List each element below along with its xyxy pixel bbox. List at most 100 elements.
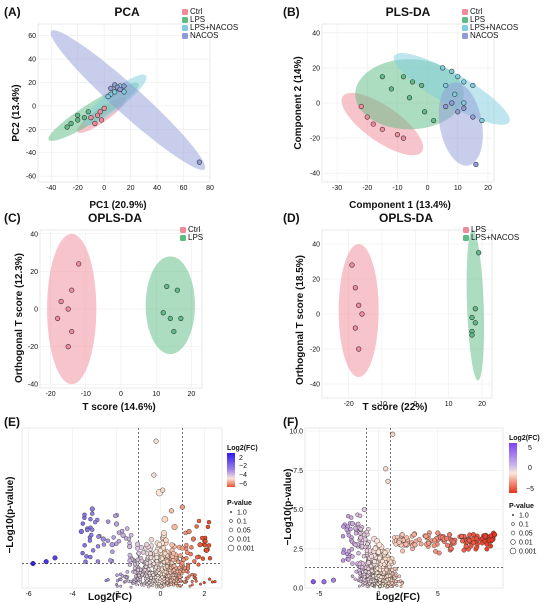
pca-legend-label: LPS — [190, 15, 205, 24]
volcano-e-point — [115, 573, 119, 577]
pca-ytick-label: -60 — [26, 174, 36, 181]
volcano-e-point — [136, 550, 142, 556]
volcano-f-point — [368, 564, 374, 569]
oplsda-c-ellipse — [47, 233, 97, 385]
volcano-f-point — [412, 542, 418, 548]
oplsda-d-ytick-label: -20 — [310, 347, 320, 354]
volcano-f-point — [361, 507, 367, 513]
pca-ytick-label: 20 — [28, 80, 36, 87]
volcano-e-point — [151, 472, 157, 478]
plsda-legend-label: LPS+NACOS — [470, 23, 518, 32]
plsda-point — [358, 103, 364, 110]
oplsda-c-ellipse — [145, 256, 195, 355]
volcano-f-ytick-label: 0.0 — [293, 586, 303, 593]
pca-point — [81, 115, 87, 121]
volcano-f-plot-area — [304, 427, 504, 589]
volcano-f-point — [448, 545, 454, 551]
volcano-f-point — [356, 521, 361, 527]
volcano-e-point — [115, 584, 119, 588]
pca-point — [196, 159, 203, 165]
volcano-e-point — [148, 551, 153, 556]
volcano-e-point — [186, 529, 192, 535]
volcano-f-point — [482, 533, 488, 539]
pca-xtick-label: -20 — [73, 185, 83, 192]
panel-label-d: (D) — [283, 211, 300, 225]
volcano-e-point — [144, 541, 150, 547]
volcano-f-point — [372, 545, 378, 552]
volcano-e-point — [165, 581, 169, 585]
oplsda-c-xtick-label: 20 — [188, 391, 196, 398]
volcano-e-point — [153, 575, 158, 580]
volcano-e-point — [153, 549, 159, 554]
volcano-f-point — [380, 584, 384, 588]
volcano-e-point — [126, 536, 132, 542]
plsda-legend-swatch — [462, 17, 468, 23]
volcano-e-point — [174, 581, 178, 585]
volcano-f-point — [383, 466, 389, 472]
pca-ytick-label: 0 — [32, 103, 36, 110]
pca-point — [98, 117, 105, 123]
volcano-f-point — [346, 533, 351, 538]
xlabel-b: Component 1 (13.4%) — [349, 200, 451, 211]
volcano-f-point — [321, 579, 327, 585]
volcano-f-point — [404, 535, 410, 541]
volcano-e-point — [83, 559, 88, 564]
plsda-legend-swatch — [462, 9, 468, 15]
volcano-f-point — [394, 579, 398, 583]
volcano-f-point — [358, 531, 363, 536]
volcano-e-point — [196, 518, 202, 524]
volcano-f-point — [382, 550, 388, 556]
volcano-e-point — [190, 536, 196, 542]
volcano-f-point — [361, 532, 367, 538]
volcano-e-point — [183, 546, 189, 551]
volcano-f-point — [363, 569, 368, 574]
pca-xtick-label: 80 — [206, 185, 214, 192]
volcano-e-point — [168, 570, 173, 575]
volcano-f-point — [353, 531, 359, 536]
volcano-e-point — [149, 576, 153, 580]
volcano-e-point — [147, 585, 150, 589]
volcano-f-point — [365, 584, 369, 588]
volcano-f-point — [340, 558, 346, 563]
ylabel-f: −Log10(p-value) — [283, 469, 294, 546]
pca-point — [121, 83, 127, 89]
volcano-e-point — [164, 559, 170, 564]
volcano-f-point — [389, 585, 393, 588]
volcano-e-point — [52, 555, 58, 561]
volcano-f-point — [484, 546, 490, 552]
volcano-e-size-legend-marker — [227, 544, 235, 552]
pca-point — [75, 112, 81, 118]
volcano-f-point — [463, 543, 469, 549]
volcano-f-point — [364, 548, 370, 553]
volcano-e-size-legend-marker — [229, 510, 233, 514]
volcano-f-point — [436, 550, 442, 556]
volcano-e-point — [179, 504, 185, 510]
volcano-e-point — [87, 538, 93, 543]
oplsda-c-xtick-label: -20 — [46, 391, 56, 398]
volcano-f-point — [366, 560, 371, 565]
volcano-e-xtick-label: -6 — [25, 591, 31, 598]
volcano-e-point — [171, 550, 176, 556]
volcano-f-point — [411, 532, 417, 538]
volcano-f-point — [466, 538, 472, 544]
volcano-e-point — [108, 558, 113, 563]
volcano-e-size-legend-label: 0.05 — [237, 528, 251, 535]
volcano-f-size-legend-marker — [511, 522, 515, 526]
volcano-f-point — [363, 581, 367, 585]
volcano-f-point — [488, 543, 494, 549]
volcano-e-point — [119, 578, 123, 582]
plsda-point — [431, 117, 437, 124]
volcano-f-point — [362, 575, 367, 579]
panel-label-a: (A) — [4, 5, 21, 19]
volcano-e-point — [178, 578, 182, 582]
volcano-f-point — [431, 543, 437, 549]
volcano-f-point — [444, 536, 450, 541]
pca-ytick-label: 60 — [28, 33, 36, 40]
volcano-e-point — [159, 584, 163, 588]
volcano-e-point — [195, 555, 200, 560]
volcano-f-size-legend-label: 1.0 — [519, 513, 529, 520]
volcano-e-point — [143, 577, 148, 581]
volcano-e-point — [145, 582, 149, 586]
volcano-e-point — [169, 578, 173, 583]
